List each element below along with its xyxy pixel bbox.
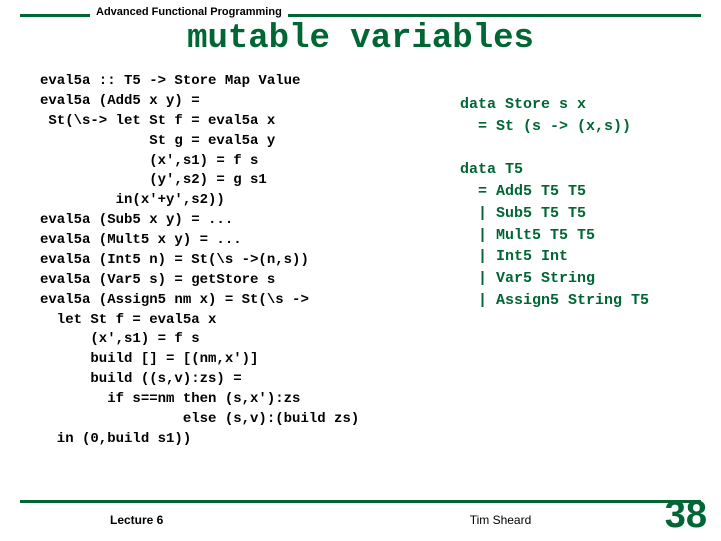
course-label: Advanced Functional Programming	[90, 6, 288, 18]
code-block-left: eval5a :: T5 -> Store Map Value eval5a (…	[40, 72, 359, 450]
footer-author: Tim Sheard	[0, 513, 721, 527]
code-block-right: data Store s x = St (s -> (x,s)) data T5…	[460, 94, 649, 312]
slide: Advanced Functional Programming mutable …	[0, 0, 721, 541]
bottom-rule	[20, 500, 701, 503]
slide-title: mutable variables	[0, 20, 721, 58]
page-number: 38	[665, 494, 707, 537]
